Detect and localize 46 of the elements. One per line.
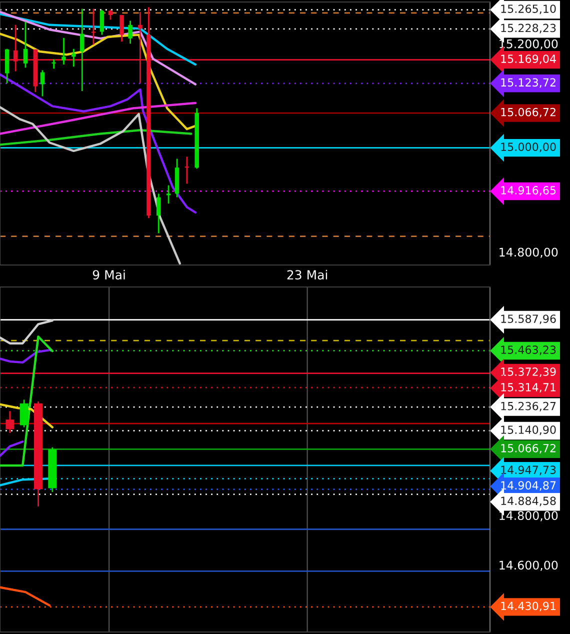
y-tick-label: 14.800,00 — [500, 511, 558, 522]
candlestick — [52, 58, 56, 70]
ref-line-label: 14.916,65 — [501, 186, 556, 196]
ref-line-label: 15.463,23 — [501, 346, 556, 356]
candlestick — [23, 21, 28, 68]
x-tick-label: 9 Mai — [92, 270, 125, 280]
candlestick — [72, 48, 76, 68]
ref-line-label: 15.000,00 — [501, 142, 556, 152]
y-tick-label: 14.800,00 — [500, 248, 558, 258]
ref-line-label: 15.066,72 — [501, 444, 556, 454]
line-series — [0, 102, 197, 135]
candlestick — [128, 20, 132, 44]
candlestick — [20, 398, 28, 428]
ref-line-label: 15.066,72 — [501, 108, 556, 118]
ref-line-label: 15.169,04 — [501, 54, 556, 64]
line-series — [0, 403, 54, 428]
ref-line-label: 15.228,23 — [501, 24, 556, 34]
y-tick-label: 14.600,00 — [500, 560, 558, 571]
ref-line-label: 14.904,87 — [501, 481, 556, 491]
candlestick — [120, 14, 124, 42]
line-series — [0, 319, 54, 344]
candlestick — [40, 70, 45, 97]
candlestick — [6, 410, 14, 434]
line-series — [0, 348, 51, 364]
candlestick — [4, 48, 10, 84]
ref-line-label: 15.314,71 — [501, 383, 556, 393]
x-tick-label: 23 Mai — [287, 270, 328, 280]
line-series — [0, 129, 192, 146]
candlestick — [156, 192, 161, 234]
candlestick — [108, 9, 113, 20]
ref-line-label: 15.236,27 — [501, 402, 556, 412]
line-series — [0, 106, 181, 265]
ref-line-label: 14.947,73 — [501, 466, 556, 476]
ref-line-label: 15.140,90 — [501, 426, 556, 436]
candlestick — [80, 8, 84, 92]
candlestick — [100, 9, 104, 36]
ref-line-label: 15.587,96 — [501, 314, 556, 324]
ref-line-label: 15.123,72 — [501, 78, 556, 88]
ref-line-label: 15.372,39 — [501, 368, 556, 378]
ref-line-label: 14.430,91 — [501, 602, 556, 612]
ref-line-label: 14.884,58 — [501, 496, 556, 506]
line-series — [0, 32, 197, 130]
candlestick — [62, 37, 66, 66]
line-series — [0, 10, 197, 86]
y-tick-label: 15.200,00 — [500, 39, 558, 50]
ref-line-label: 15.265,10 — [501, 4, 556, 14]
